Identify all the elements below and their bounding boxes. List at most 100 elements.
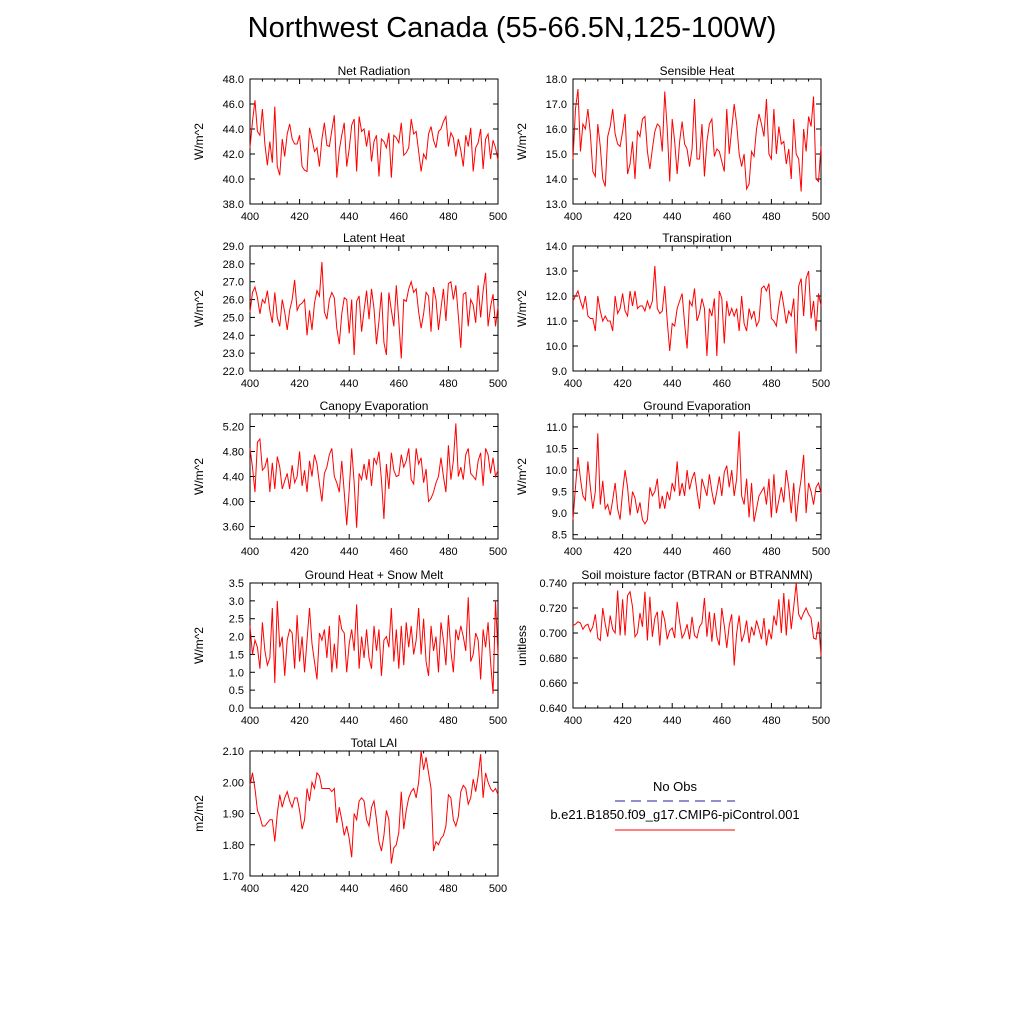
y-tick-label: 26.0 <box>223 295 244 307</box>
legend-obs-label: No Obs <box>652 779 698 794</box>
x-tick-label: 400 <box>241 546 259 558</box>
y-tick-label: 9.0 <box>552 508 567 520</box>
x-tick-label: 420 <box>290 546 308 558</box>
x-tick-label: 420 <box>613 378 631 390</box>
x-tick-label: 400 <box>241 211 259 223</box>
x-tick-label: 480 <box>439 883 457 895</box>
x-tick-label: 500 <box>812 715 830 727</box>
x-tick-label: 500 <box>489 715 507 727</box>
x-tick-label: 460 <box>713 715 731 727</box>
x-tick-label: 460 <box>390 378 408 390</box>
y-tick-label: 0.740 <box>539 578 567 590</box>
y-axis-label: W/m^2 <box>192 627 206 664</box>
y-axis-label: W/m^2 <box>515 290 529 327</box>
series-line <box>249 262 499 359</box>
x-tick-label: 420 <box>290 715 308 727</box>
y-tick-label: 44.0 <box>223 124 244 136</box>
x-tick-label: 480 <box>762 715 780 727</box>
x-tick-label: 420 <box>290 378 308 390</box>
x-tick-label: 480 <box>762 378 780 390</box>
y-tick-label: 4.00 <box>223 497 244 509</box>
y-tick-label: 15.0 <box>546 149 567 161</box>
panel-title: Latent Heat <box>343 231 406 245</box>
y-axis-label: W/m^2 <box>515 123 529 160</box>
x-tick-label: 440 <box>663 378 681 390</box>
series-line <box>572 88 822 192</box>
y-tick-label: 4.80 <box>223 447 244 459</box>
y-tick-label: 8.5 <box>552 530 567 542</box>
y-tick-label: 9.0 <box>552 366 567 378</box>
x-tick-label: 460 <box>390 883 408 895</box>
panel-title: Ground Heat + Snow Melt <box>305 568 444 582</box>
x-tick-label: 500 <box>489 883 507 895</box>
y-tick-label: 3.0 <box>229 596 244 608</box>
y-tick-label: 3.5 <box>229 578 244 590</box>
y-tick-label: 2.5 <box>229 614 244 626</box>
x-tick-label: 460 <box>390 211 408 223</box>
x-tick-label: 440 <box>340 211 358 223</box>
y-tick-label: 10.0 <box>546 341 567 353</box>
y-axis-label: unitless <box>515 625 529 666</box>
y-tick-label: 3.60 <box>223 522 244 534</box>
chart-panel: Canopy Evaporation W/m^2 400 420 440 460 480 50… <box>192 399 507 558</box>
y-axis-label: W/m^2 <box>192 290 206 327</box>
y-tick-label: 24.0 <box>223 330 244 342</box>
y-tick-label: 2.0 <box>229 632 244 644</box>
x-tick-label: 440 <box>663 211 681 223</box>
chart-panel: Total LAI m2/m2 400 420 440 460 480 500 1.70 1.80… <box>192 736 507 895</box>
chart-panel: Ground Heat + Snow Melt W/m^2 400 420 440 460… <box>192 568 507 727</box>
x-tick-label: 400 <box>564 378 582 390</box>
x-tick-label: 500 <box>812 546 830 558</box>
y-tick-label: 12.0 <box>546 291 567 303</box>
series-line <box>249 750 499 864</box>
y-tick-label: 42.0 <box>223 149 244 161</box>
y-tick-label: 27.0 <box>223 277 244 289</box>
y-tick-label: 18.0 <box>546 74 567 86</box>
y-tick-label: 17.0 <box>546 99 567 111</box>
chart-panel: Latent Heat W/m^2 400 420 440 460 480 500 22.0 23… <box>192 231 507 390</box>
figure-title: Northwest Canada (55-66.5N,125-100W) <box>247 12 777 44</box>
series-line <box>572 431 822 525</box>
x-tick-label: 420 <box>290 883 308 895</box>
series-line <box>249 100 499 178</box>
y-tick-label: 0.5 <box>229 685 244 697</box>
x-tick-label: 420 <box>613 715 631 727</box>
y-tick-label: 40.0 <box>223 174 244 186</box>
x-tick-label: 460 <box>713 211 731 223</box>
y-tick-label: 0.0 <box>229 703 244 715</box>
x-tick-label: 480 <box>439 378 457 390</box>
series-line <box>249 423 499 528</box>
series-line <box>572 265 822 357</box>
y-tick-label: 11.0 <box>546 316 567 328</box>
chart-panel: Net Radiation W/m^2 400 420 440 460 480 500 38.0… <box>192 64 507 223</box>
y-axis-label: W/m^2 <box>192 458 206 495</box>
y-tick-label: 10.0 <box>546 465 567 477</box>
y-tick-label: 0.720 <box>539 603 567 615</box>
y-tick-label: 13.0 <box>546 266 567 278</box>
x-tick-label: 500 <box>489 378 507 390</box>
x-tick-label: 400 <box>564 715 582 727</box>
y-axis-label: m2/m2 <box>192 795 206 832</box>
y-tick-label: 0.660 <box>539 678 567 690</box>
y-tick-label: 1.0 <box>229 667 244 679</box>
panel-title: Total LAI <box>351 736 398 750</box>
y-tick-label: 38.0 <box>223 199 244 211</box>
x-tick-label: 440 <box>340 715 358 727</box>
y-tick-label: 0.700 <box>539 628 567 640</box>
y-tick-label: 4.40 <box>223 472 244 484</box>
x-tick-label: 480 <box>439 211 457 223</box>
plot-frame <box>249 750 499 877</box>
y-tick-label: 13.0 <box>546 199 567 211</box>
x-tick-label: 400 <box>241 378 259 390</box>
y-tick-label: 25.0 <box>223 312 244 324</box>
x-tick-label: 480 <box>439 715 457 727</box>
y-tick-label: 0.680 <box>539 653 567 665</box>
x-tick-label: 420 <box>613 546 631 558</box>
x-tick-label: 400 <box>241 883 259 895</box>
legend-model-label: b.e21.B1850.f09_g17.CMIP6-piControl.001 <box>550 807 800 822</box>
chart-panel: Ground Evaporation W/m^2 400 420 440 460 480 50… <box>515 399 830 558</box>
panel-title: Net Radiation <box>338 64 411 78</box>
y-tick-label: 2.00 <box>223 777 244 789</box>
x-tick-label: 440 <box>340 883 358 895</box>
